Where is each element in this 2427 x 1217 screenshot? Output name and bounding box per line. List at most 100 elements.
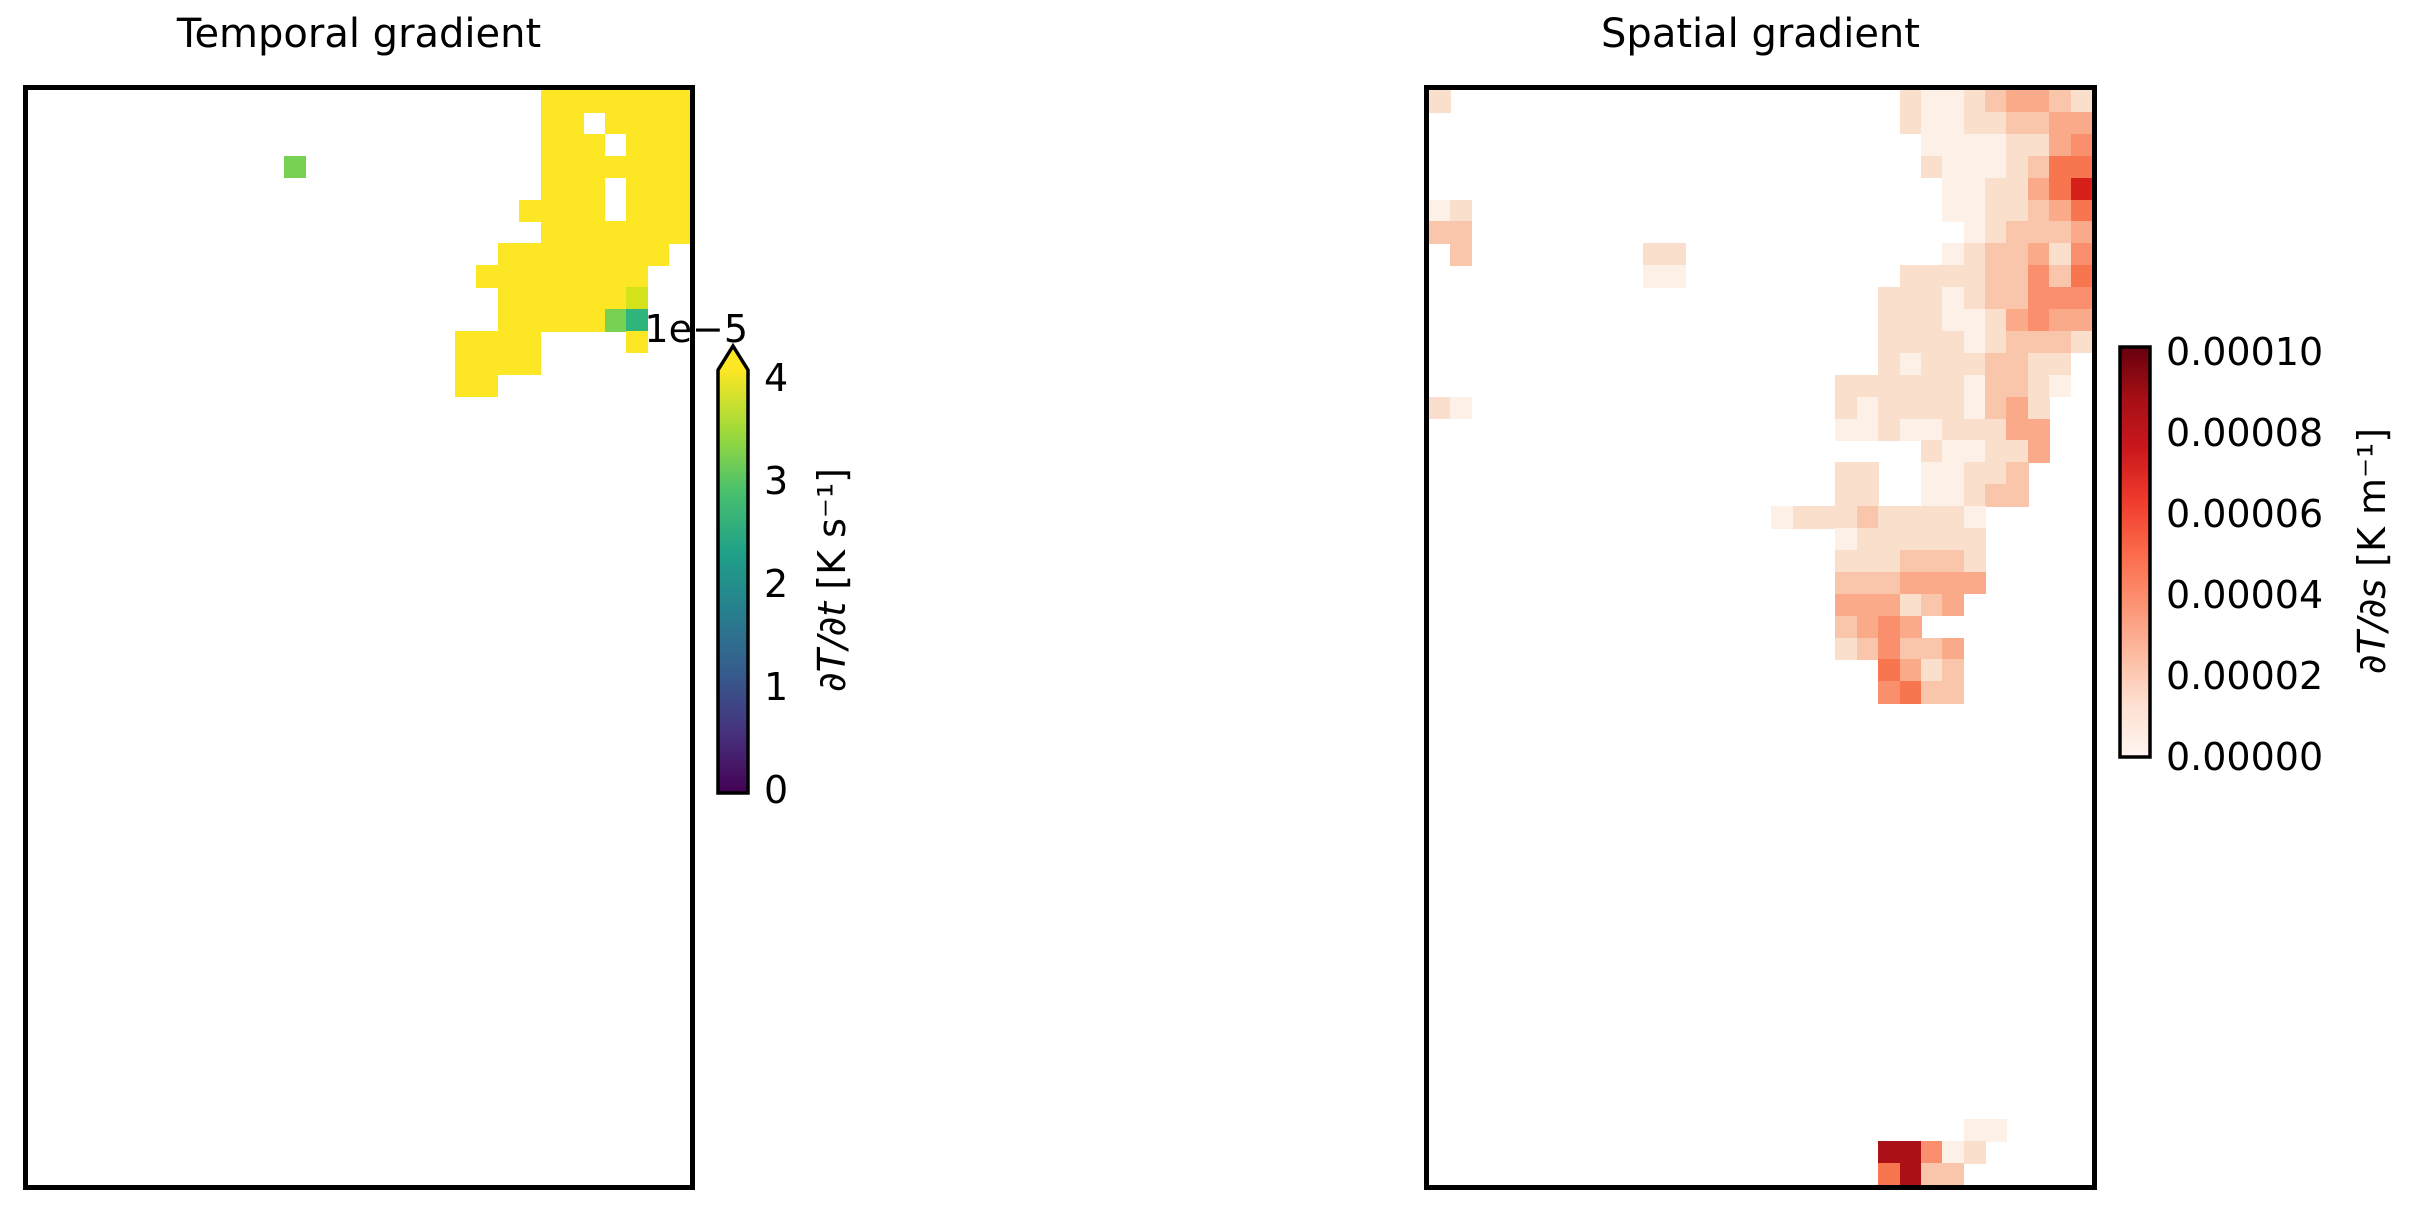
heatmap-cell [1942,418,1965,442]
heatmap-cell [583,155,606,179]
heatmap-cell [455,352,478,376]
heatmap-cell [476,374,499,398]
heatmap-cell [561,177,584,201]
heatmap-cell [476,265,499,288]
heatmap-cell [2049,111,2072,135]
heatmap-cell [1899,549,1922,573]
heatmap-cell [604,265,627,288]
heatmap-cell [1429,199,1452,223]
heatmap-cell [1985,396,2008,420]
heatmap-cell [604,155,627,179]
heatmap-cell [604,243,627,266]
heatmap-cell [1920,374,1943,398]
heatmap-cell [540,243,563,266]
heatmap-cell [1920,90,1943,113]
heatmap-cell [1963,1141,1986,1164]
heatmap-cell [1899,1163,1922,1185]
heatmap-cell [2006,221,2029,244]
heatmap-cell [1963,177,1986,201]
heatmap-cell [1985,484,2008,507]
heatmap-cell [1963,133,1986,157]
heatmap-cell [1942,440,1965,463]
heatmap-cell [455,374,478,398]
heatmap-cell [668,155,690,179]
heatmap-cell [1942,637,1965,661]
heatmap-cell [1899,659,1922,682]
heatmap-cell [1963,418,1986,442]
heatmap-cell [540,155,563,179]
heatmap-cell [647,133,670,157]
heatmap-cell [2006,462,2029,485]
heatmap-cell [1920,396,1943,420]
heatmap-cell [1942,111,1965,135]
heatmap-cell [2006,440,2029,463]
heatmap-cell [2027,330,2050,354]
heatmap-cell [2027,90,2050,113]
heatmap-cell [583,177,606,201]
heatmap-cell [583,265,606,288]
heatmap-cell [1963,330,1986,354]
heatmap-cell [476,352,499,376]
heatmap-cell [2027,287,2050,310]
heatmap-cell [1664,243,1687,266]
heatmap-cell [1856,462,1879,485]
heatmap-cell [1878,615,1901,639]
heatmap-cell [2027,418,2050,442]
heatmap-cell [668,111,690,135]
heatmap-cell [497,265,520,288]
spatial-colorbar-label: ∂T/∂s [K m⁻¹] [2350,428,2394,674]
colorbar-tick-label: 1 [764,665,789,709]
heatmap-cell [583,199,606,223]
heatmap-cell [1985,133,2008,157]
heatmap-cell [1942,462,1965,485]
heatmap-cell [1963,309,1986,332]
heatmap-cell [1963,528,1986,551]
heatmap-cell [647,199,670,223]
heatmap-cell [1878,374,1901,398]
heatmap-cell [1985,155,2008,179]
heatmap-cell [583,309,606,332]
spatial-panel [1424,85,2097,1190]
heatmap-cell [1920,528,1943,551]
heatmap-cell [1920,330,1943,354]
colorbar-tick-label: 0.00010 [2166,330,2324,374]
heatmap-cell [1856,637,1879,661]
heatmap-cell [625,111,648,135]
heatmap-cell [1963,221,1986,244]
heatmap-cell [647,111,670,135]
heatmap-cell [1642,243,1665,266]
heatmap-cell [1429,396,1452,420]
heatmap-cell [647,177,670,201]
heatmap-cell [1878,681,1901,704]
colorbar-tick-label: 4 [764,356,789,400]
heatmap-cell [1899,396,1922,420]
heatmap-cell [1920,462,1943,485]
heatmap-cell [1920,506,1943,529]
spatial-title: Spatial gradient [1601,11,1920,57]
heatmap-cell [561,243,584,266]
heatmap-cell [1771,506,1794,529]
heatmap-cell [497,330,520,354]
heatmap-cell [1985,221,2008,244]
heatmap-cell [604,111,627,135]
heatmap-cell [1920,1163,1943,1185]
heatmap-cell [1450,221,1473,244]
heatmap-cell [561,309,584,332]
heatmap-cell [497,243,520,266]
heatmap-cell [1963,484,1986,507]
heatmap-cell [1450,199,1473,223]
heatmap-cell [1942,571,1965,595]
heatmap-cell [1920,440,1943,463]
heatmap-cell [519,243,542,266]
heatmap-cell [647,243,670,266]
heatmap-cell [561,133,584,157]
heatmap-cell [1856,593,1879,617]
heatmap-cell [1856,418,1879,442]
heatmap-cell [561,111,584,135]
heatmap-cell [2006,418,2029,442]
heatmap-cell [2027,396,2050,420]
heatmap-cell [1878,528,1901,551]
heatmap-cell [2070,90,2092,113]
heatmap-cell [583,287,606,310]
heatmap-cell [1899,265,1922,288]
